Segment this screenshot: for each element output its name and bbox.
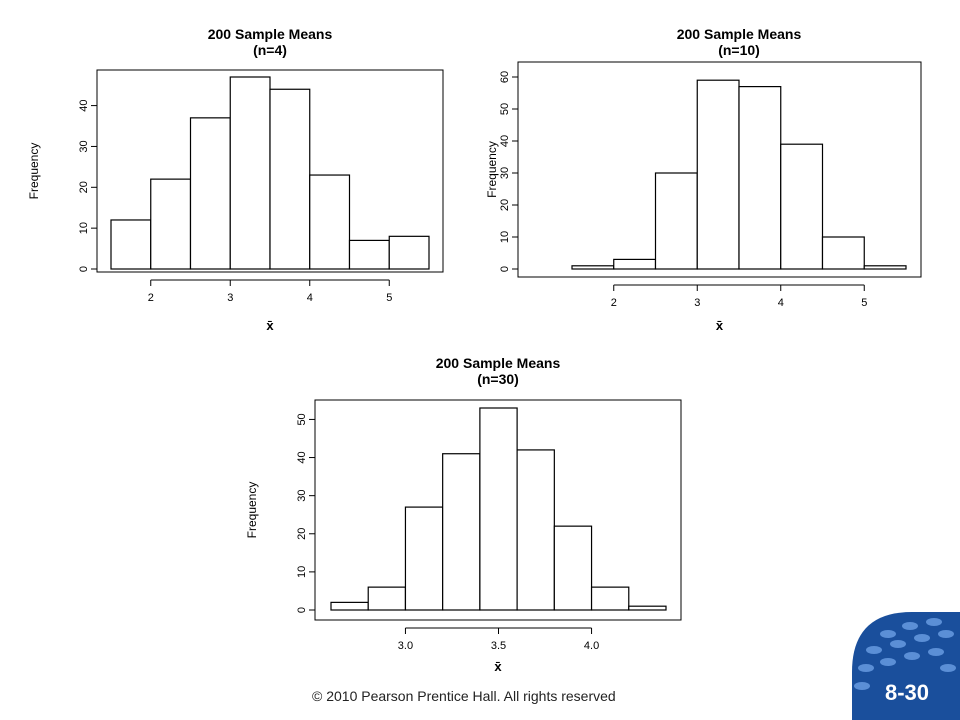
copyright-notice: © 2010 Pearson Prentice Hall. All rights… — [312, 688, 616, 704]
y-axis-title: Frequency — [485, 141, 499, 198]
x-tick-label: 3.0 — [398, 640, 413, 652]
histogram-bar — [738, 85, 782, 270]
histogram-bar — [330, 601, 369, 611]
y-axis-title: Frequency — [245, 482, 259, 539]
histogram-bar — [348, 239, 390, 270]
x-tick-label: 2 — [611, 297, 617, 309]
y-axis-title: Frequency — [27, 143, 41, 200]
x-tick-label: 4.0 — [584, 640, 599, 652]
slide-number: 8-30 — [884, 680, 930, 705]
histogram-bar — [269, 88, 311, 270]
histogram-bar — [367, 586, 407, 611]
x-tick-label: 5 — [861, 297, 867, 309]
y-tick-label: 0 — [296, 607, 308, 613]
y-tick-label: 20 — [296, 528, 308, 540]
chart-subtitle: (n=30) — [477, 371, 519, 387]
histogram-chart: 0 10 20 30 40 50 60 2 3 4 5 200 Sample Means(n=10) F… — [485, 26, 922, 333]
chart-subtitle: (n=10) — [718, 42, 760, 58]
y-tick-label: 30 — [499, 167, 511, 179]
y-tick-label: 40 — [296, 451, 308, 463]
histogram-bar — [571, 265, 615, 270]
y-tick-label: 10 — [296, 566, 308, 578]
y-tick-label: 20 — [499, 199, 511, 211]
histogram-bar — [189, 117, 231, 270]
x-axis-title: x̄ — [716, 318, 724, 333]
histogram-bar — [110, 219, 152, 270]
histogram-chart: 0 10 20 30 40 50 3.0 3.5 4.0 200 Sample Means(n=3… — [245, 355, 682, 674]
histogram-bar — [780, 143, 824, 270]
x-tick-label: 4 — [778, 297, 784, 309]
histogram-bar — [516, 449, 555, 611]
x-axis-title: x̄ — [266, 318, 274, 333]
y-tick-label: 50 — [296, 413, 308, 425]
x-tick-label: 3 — [227, 292, 233, 304]
y-tick-label: 30 — [78, 140, 90, 152]
histogram-bar — [553, 525, 593, 611]
chart-subtitle: (n=4) — [253, 42, 287, 58]
y-tick-label: 40 — [499, 135, 511, 147]
histogram-bar — [696, 79, 740, 270]
histogram-bar — [821, 236, 865, 270]
histogram-bar — [479, 407, 518, 611]
x-tick-label: 3 — [694, 297, 700, 309]
chart-title: 200 Sample Means — [436, 355, 561, 371]
histogram-bar — [150, 178, 192, 270]
y-tick-label: 40 — [78, 99, 90, 111]
histogram-bar — [442, 453, 481, 611]
x-tick-label: 2 — [148, 292, 154, 304]
x-tick-label: 3.5 — [491, 640, 506, 652]
histogram-bar — [654, 172, 698, 270]
chart-title: 200 Sample Means — [208, 26, 333, 42]
slide-corner-logo — [852, 612, 960, 720]
x-tick-label: 5 — [386, 292, 392, 304]
y-tick-label: 60 — [499, 71, 511, 83]
histogram-bar — [590, 586, 630, 611]
y-tick-label: 0 — [499, 266, 511, 272]
chart-title: 200 Sample Means — [677, 26, 802, 42]
histogram-bar — [863, 265, 907, 270]
x-axis-title: x̄ — [494, 659, 502, 674]
histogram-bar — [388, 235, 430, 270]
y-tick-label: 0 — [78, 266, 90, 272]
y-tick-label: 10 — [78, 222, 90, 234]
histogram-bar — [309, 174, 351, 270]
histogram-bar — [229, 76, 271, 270]
histogram-chart: 0 10 20 30 40 2 3 4 5 200 Sample Means(n=4) Freque… — [27, 26, 444, 333]
y-tick-label: 20 — [78, 181, 90, 193]
x-tick-label: 4 — [307, 292, 313, 304]
histogram-bar — [404, 506, 444, 611]
y-tick-label: 50 — [499, 103, 511, 115]
histogram-bar — [628, 605, 667, 611]
y-tick-label: 30 — [296, 490, 308, 502]
histogram-bar — [613, 258, 657, 270]
y-tick-label: 10 — [499, 231, 511, 243]
